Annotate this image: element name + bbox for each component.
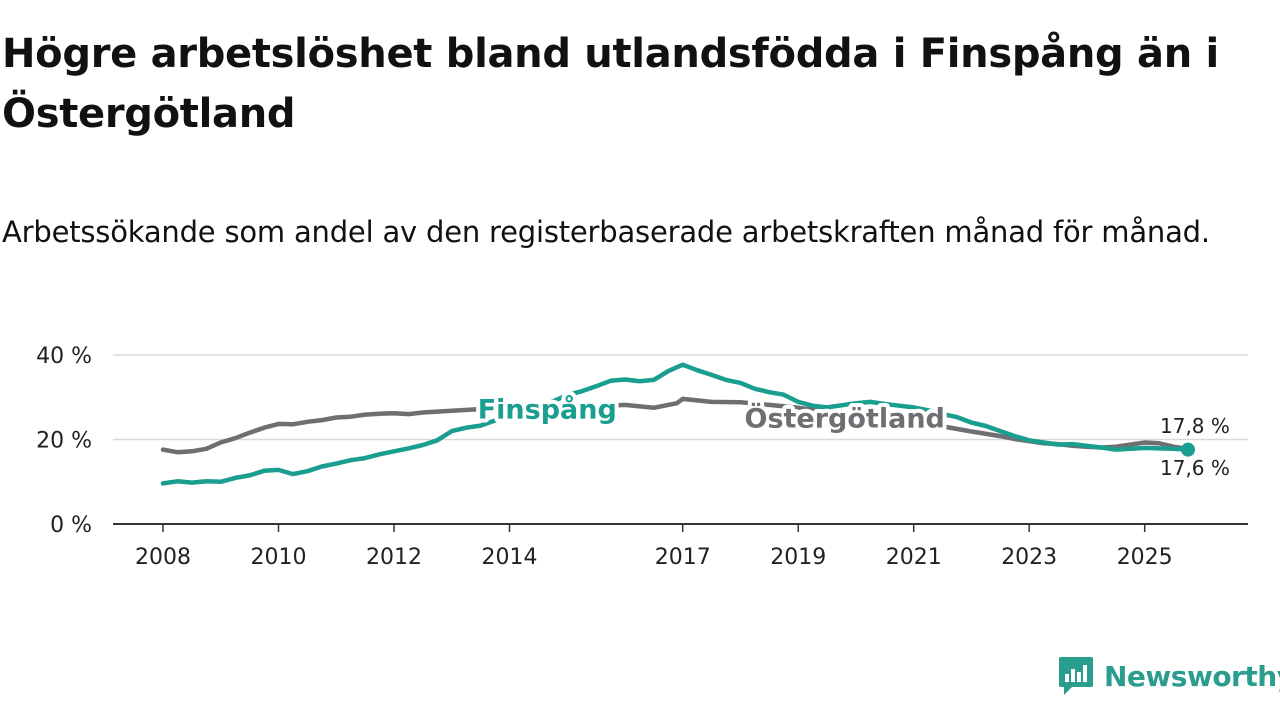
- finspang-series-label: Finspång: [478, 394, 617, 426]
- x-tick-label: 2023: [1001, 545, 1057, 570]
- label-layer: Finspång Östergötland 17,8 % 17,6 %: [474, 390, 1230, 480]
- chart-title: Högre arbetslöshet bland utlandsfödda i …: [2, 31, 1219, 137]
- finspang-end-point: [1181, 442, 1195, 457]
- x-tick-label: 2017: [655, 545, 711, 570]
- grid-layer: [113, 354, 1248, 441]
- finspang-line: [160, 362, 1191, 486]
- x-tick-label: 2012: [366, 545, 422, 570]
- finspang-end-value-label: 17,6 %: [1160, 456, 1230, 480]
- ostergotland-line: [160, 396, 1191, 455]
- y-tick-label: 0 %: [50, 513, 92, 538]
- x-tick-label: 2025: [1117, 545, 1173, 570]
- axis-layer: 0 % 20 % 40 % 2008 2010 2012 2014 2017 2019 2021 2…: [36, 344, 1248, 570]
- x-tick-label: 2021: [886, 545, 942, 570]
- newsworthy-chart-icon: [1059, 657, 1093, 695]
- chart-subtitle: Arbetssökande som andel av den registerb…: [2, 215, 1210, 249]
- x-tick-label: 2008: [135, 545, 191, 570]
- series-layer: [160, 362, 1195, 486]
- x-tick-label: 2014: [481, 545, 537, 570]
- y-tick-label: 20 %: [36, 429, 92, 454]
- ostergotland-series-label: Östergötland: [745, 402, 945, 435]
- newsworthy-logo[interactable]: Newsworthy: [1058, 654, 1280, 698]
- x-tick-label: 2010: [250, 545, 306, 570]
- ostergotland-end-value-label: 17,8 %: [1160, 414, 1230, 438]
- x-tick-label: 2019: [770, 545, 826, 570]
- y-tick-label: 40 %: [36, 344, 92, 369]
- logo-text: Newsworthy: [1104, 659, 1280, 693]
